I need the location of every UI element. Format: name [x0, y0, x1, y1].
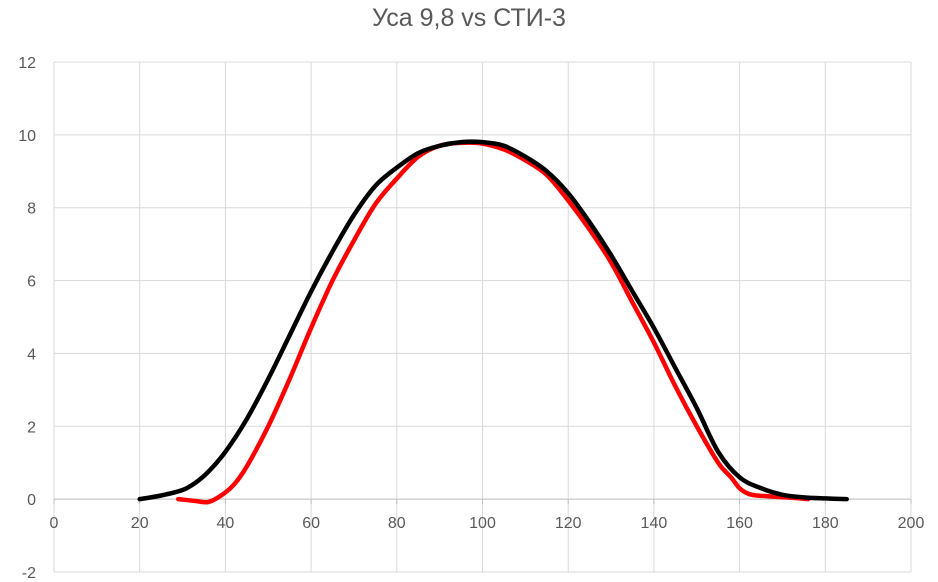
- y-tick-label: 0: [27, 492, 36, 509]
- x-tick-label: 0: [50, 515, 59, 532]
- y-tick-label: 4: [27, 346, 36, 363]
- x-tick-label: 60: [302, 515, 320, 532]
- x-tick-label: 180: [812, 515, 839, 532]
- x-tick-label: 200: [898, 515, 925, 532]
- y-tick-label: -2: [22, 565, 36, 582]
- x-tick-label: 120: [555, 515, 582, 532]
- series-layer: [137, 139, 849, 505]
- y-tick-label: 2: [27, 419, 36, 436]
- grid-lines: [53, 61, 912, 573]
- y-tick-label: 6: [27, 274, 36, 291]
- series-line-2: [137, 139, 849, 502]
- x-tick-label: 160: [726, 515, 753, 532]
- y-tick-labels: -2 0 2 4 6 8 10 12: [18, 55, 36, 582]
- y-tick-label: 10: [18, 128, 36, 145]
- y-tick-label: 8: [27, 201, 36, 218]
- x-tick-label: 80: [388, 515, 406, 532]
- chart-title: Уса 9,8 vs СТИ-3: [372, 4, 566, 32]
- x-tick-label: 140: [641, 515, 668, 532]
- series-line-1: [176, 140, 811, 505]
- x-tick-label: 20: [131, 515, 149, 532]
- x-tick-labels: 0 20 40 60 80 100 120 140 160 180 200: [50, 515, 925, 532]
- x-tick-label: 40: [217, 515, 235, 532]
- x-tick-label: 100: [469, 515, 496, 532]
- y-tick-label: 12: [18, 55, 36, 72]
